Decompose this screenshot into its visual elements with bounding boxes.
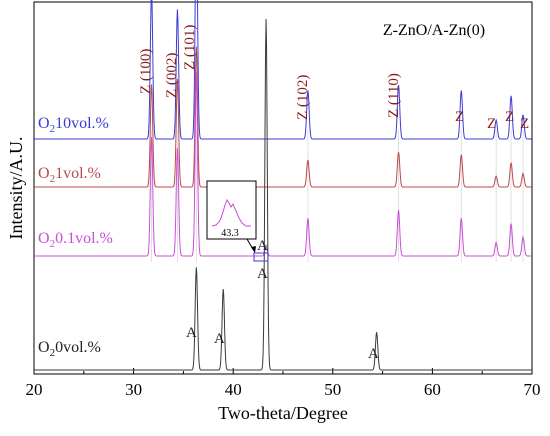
- series-traces: [34, 0, 532, 371]
- x-tick-label: 60: [424, 380, 441, 399]
- zno-peak-labels: Z (100) Z (002) Z (101) Z (102) Z (110) …: [138, 25, 529, 132]
- zn-label-a3: A: [257, 238, 268, 254]
- reference-lines: [151, 130, 524, 262]
- x-tick-label: 20: [26, 380, 43, 399]
- x-tick-label: 70: [524, 380, 541, 399]
- x-axis-ticks: 20 30 40 50 60 70: [26, 368, 541, 399]
- zno-label-z6: Z: [455, 109, 464, 125]
- series-line-2: [34, 72, 532, 257]
- series-label-1: O21vol.%: [38, 165, 101, 185]
- zno-label-z9: Z: [520, 116, 529, 132]
- zno-label-z8: Z: [505, 109, 514, 125]
- zn-label-a2: A: [214, 331, 225, 347]
- zn-label-a1: A: [186, 325, 197, 341]
- x-tick-label: 40: [225, 380, 242, 399]
- zno-label-002: Z (002): [164, 53, 180, 98]
- x-tick-label: 50: [324, 380, 341, 399]
- zno-label-110: Z (110): [386, 73, 402, 118]
- zno-label-z7: Z: [487, 116, 496, 132]
- series-label-0: O20vol.%: [38, 339, 101, 359]
- y-axis-label: Intensity/A.U.: [6, 137, 26, 240]
- plot-frame: [33, 1, 533, 375]
- zn-label-a4: A: [257, 266, 268, 282]
- series-line-0: [34, 0, 532, 140]
- inset-peak: [211, 198, 251, 227]
- inset-source-box: [253, 252, 269, 262]
- inset: 43.3: [206, 180, 269, 262]
- inset-box: [206, 180, 257, 240]
- zno-label-101: Z (101): [182, 25, 198, 70]
- zno-label-100: Z (100): [138, 49, 154, 94]
- zn-peak-labels: A A A A A: [186, 238, 379, 362]
- series-label-10: O210vol.%: [38, 115, 109, 135]
- inset-value: 43.3: [221, 228, 239, 239]
- x-axis-label: Two-theta/Degree: [218, 403, 348, 423]
- series-line-1: [34, 46, 532, 188]
- inset-arrowhead: [251, 246, 256, 253]
- x-tick-label: 30: [125, 380, 142, 399]
- chart-title: Z-ZnO/A-Zn(0): [383, 22, 485, 39]
- series-labels: O210vol.% O21vol.% O20.1vol.% O20vol.%: [38, 115, 113, 359]
- series-line-3: [34, 18, 532, 371]
- zn-label-a5: A: [368, 346, 379, 362]
- series-label-01: O20.1vol.%: [38, 230, 113, 250]
- zno-label-102: Z (102): [295, 75, 311, 120]
